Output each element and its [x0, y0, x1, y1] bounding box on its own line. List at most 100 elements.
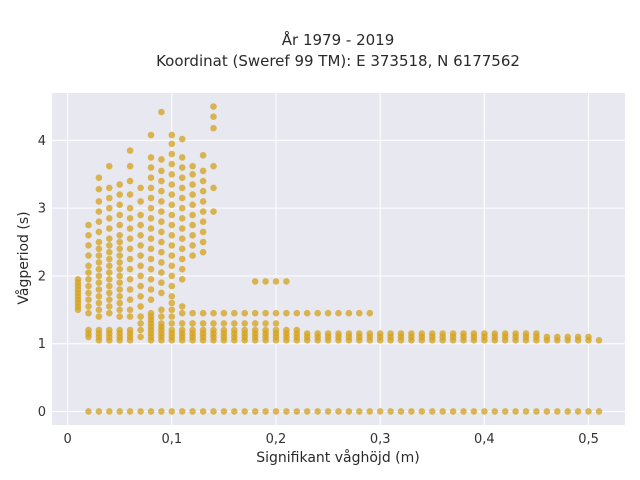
data-point [116, 191, 123, 198]
data-point [491, 408, 499, 415]
data-point [116, 201, 123, 209]
data-point [189, 408, 196, 415]
data-point [158, 269, 165, 276]
data-point [147, 286, 155, 293]
data-point [460, 408, 467, 415]
data-point [272, 326, 280, 334]
data-point [137, 221, 144, 229]
data-point [408, 330, 415, 337]
data-point [126, 177, 134, 185]
data-point [314, 309, 322, 317]
data-point [199, 218, 207, 225]
data-point [147, 174, 155, 181]
data-point [95, 272, 103, 280]
data-point [95, 185, 103, 193]
data-point [356, 330, 363, 337]
x-tick-label: 0 [63, 432, 71, 447]
data-point [178, 276, 186, 283]
data-point [251, 326, 259, 334]
data-point [106, 194, 113, 202]
data-point [439, 408, 447, 415]
data-point [178, 164, 186, 171]
data-point [116, 306, 123, 314]
data-point [189, 221, 196, 229]
data-point [95, 238, 103, 246]
data-point [199, 309, 207, 317]
data-point [564, 408, 571, 415]
data-point [501, 408, 509, 415]
data-point [106, 162, 113, 170]
data-point [158, 167, 165, 175]
data-point [178, 309, 186, 317]
data-point [314, 408, 322, 415]
data-point [262, 326, 269, 334]
data-point [199, 320, 207, 327]
data-point [137, 293, 144, 300]
data-point [158, 408, 165, 415]
data-point [356, 309, 363, 317]
data-point [85, 269, 92, 276]
data-point [126, 286, 134, 293]
data-point [168, 131, 176, 139]
data-point [429, 330, 436, 337]
data-point [231, 326, 238, 334]
data-point [189, 201, 196, 209]
data-point [126, 265, 134, 273]
data-point [147, 296, 155, 304]
data-point [178, 154, 186, 161]
data-point [199, 167, 207, 175]
data-point [189, 232, 196, 239]
data-point [210, 124, 217, 132]
data-point [126, 245, 134, 253]
data-point [418, 408, 426, 415]
data-point [137, 326, 144, 334]
data-point [106, 282, 113, 290]
data-point [168, 140, 176, 148]
data-point [95, 218, 103, 225]
data-point [168, 299, 176, 307]
data-point [137, 408, 144, 415]
data-point [429, 408, 436, 415]
data-point [210, 208, 217, 215]
data-point [137, 211, 144, 219]
data-point [168, 326, 176, 334]
data-point [74, 276, 82, 283]
data-point [178, 215, 186, 222]
data-point [116, 252, 123, 259]
x-tick-label: 0,3 [370, 432, 391, 447]
data-point [126, 326, 134, 334]
data-point [95, 265, 103, 273]
data-point [158, 108, 165, 116]
data-point [137, 333, 144, 341]
data-point [137, 272, 144, 280]
data-point [95, 306, 103, 314]
data-point [168, 211, 176, 219]
data-point [126, 408, 134, 415]
data-point [106, 303, 113, 310]
data-point [178, 204, 186, 212]
data-point [95, 286, 103, 293]
data-point [595, 408, 603, 415]
data-point [178, 326, 186, 334]
chart-title-line2: Koordinat (Sweref 99 TM): E 373518, N 61… [156, 52, 520, 70]
data-point [147, 225, 155, 232]
data-point [272, 278, 280, 285]
data-point [210, 408, 217, 415]
data-point [449, 408, 457, 415]
data-point [251, 278, 259, 285]
data-point [106, 276, 113, 283]
data-point [106, 235, 113, 242]
data-point [168, 160, 176, 168]
data-point [106, 242, 113, 249]
data-point [178, 135, 186, 143]
data-point [189, 309, 196, 317]
data-point [189, 211, 196, 219]
data-point [324, 408, 332, 415]
data-point [158, 289, 165, 297]
data-point [137, 198, 144, 205]
data-point [231, 320, 238, 327]
data-point [116, 313, 123, 320]
data-point [168, 171, 176, 178]
grid-lines [52, 93, 625, 425]
data-point [95, 313, 103, 320]
